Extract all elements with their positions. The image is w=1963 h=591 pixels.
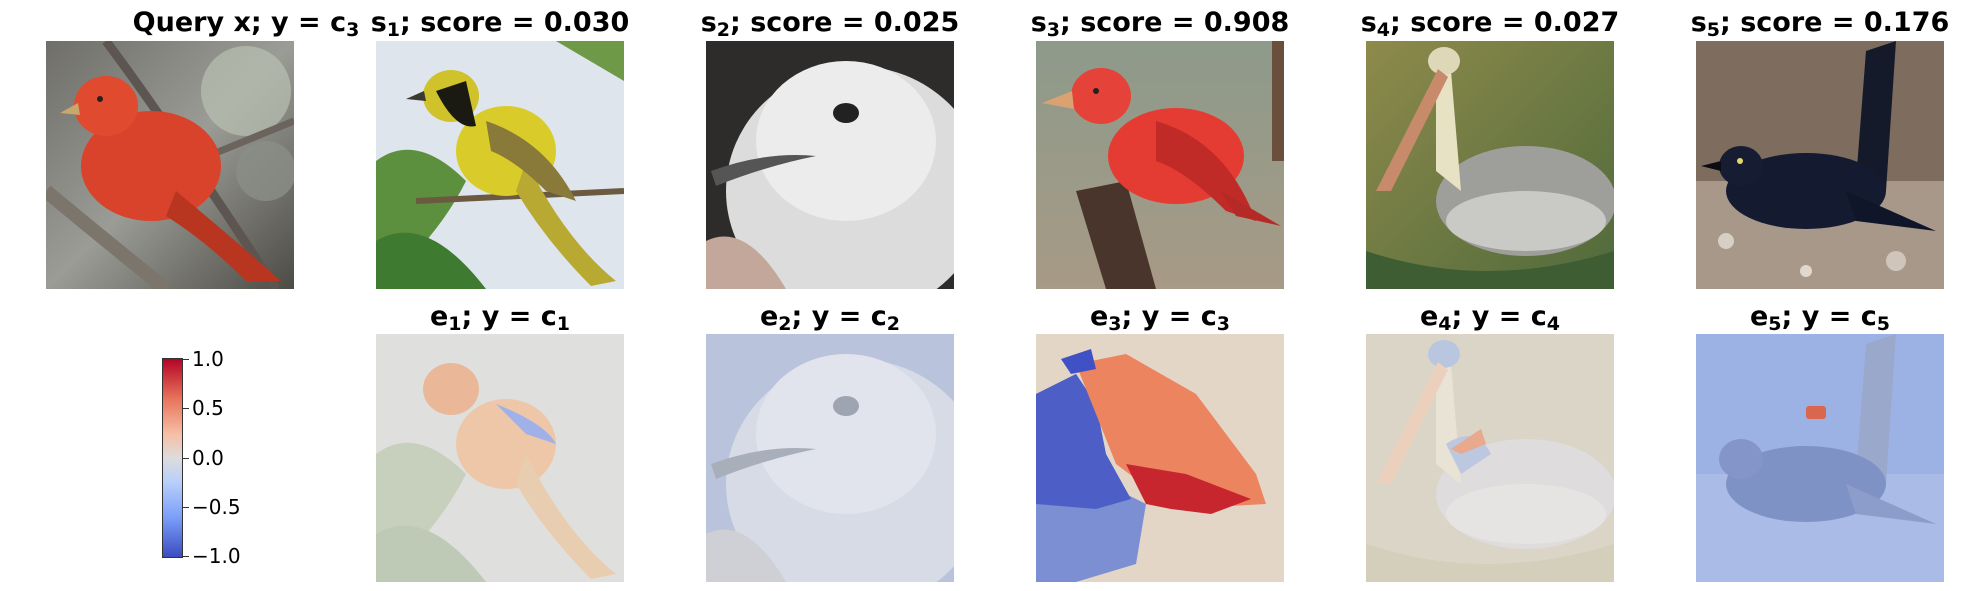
explanation-image-5 <box>1696 334 1944 582</box>
explanation-image-1 <box>376 334 624 582</box>
expl-label-sub: 4 <box>1438 313 1452 335</box>
colorbar: 1.0 0.5 0.0 −0.5 −1.0 <box>158 349 268 566</box>
support-label-sub: 3 <box>1046 19 1061 41</box>
colorbar-tick <box>183 408 189 409</box>
support-label: s <box>1030 7 1047 38</box>
support-label-sub: 1 <box>386 19 401 41</box>
explanation-image-2 <box>706 334 954 582</box>
support-image-5 <box>1696 41 1944 289</box>
support-image-4 <box>1366 41 1614 289</box>
support-title-4: s4; score = 0.027 <box>1340 6 1640 40</box>
colorbar-gradient <box>162 358 183 558</box>
expl-label: e <box>759 301 779 332</box>
colorbar-tick-label: −0.5 <box>192 495 241 519</box>
expl-class-sub: 5 <box>1876 313 1891 335</box>
query-title-eq: = <box>288 7 331 38</box>
support-title-3: s3; score = 0.908 <box>1010 6 1310 40</box>
colorbar-tick-label: 1.0 <box>192 347 224 371</box>
expl-mid: ; y = <box>1121 301 1201 332</box>
expl-label-sub: 1 <box>448 313 462 335</box>
expl-class: c <box>1200 301 1217 332</box>
support-score: ; score = 0.908 <box>1060 7 1290 38</box>
query-class-sub: 3 <box>346 19 360 41</box>
expl-class: c <box>540 301 557 332</box>
support-score: ; score = 0.176 <box>1720 7 1950 38</box>
expl-label: e <box>1419 301 1439 332</box>
colorbar-tick <box>183 458 189 459</box>
colorbar-tick <box>183 507 189 508</box>
query-image <box>46 41 294 289</box>
colorbar-tick-label: −1.0 <box>192 544 241 568</box>
query-title: Query x; y = c3 <box>96 6 396 40</box>
colorbar-tick-label: 0.0 <box>192 446 224 470</box>
support-title-1: s1; score = 0.030 <box>350 6 650 40</box>
support-title-2: s2; score = 0.025 <box>680 6 980 40</box>
expl-class-sub: 1 <box>556 313 571 335</box>
explanation-image-3 <box>1036 334 1284 582</box>
colorbar-tick <box>183 359 189 360</box>
query-title-text: Query x; y <box>132 7 289 38</box>
expl-label: e <box>1089 301 1109 332</box>
query-class-letter: c <box>330 7 347 38</box>
expl-class: c <box>1860 301 1877 332</box>
support-label: s <box>1360 7 1377 38</box>
expl-class: c <box>870 301 887 332</box>
support-image-2 <box>706 41 954 289</box>
support-label-sub: 2 <box>716 19 731 41</box>
support-image-3 <box>1036 41 1284 289</box>
support-label-sub: 4 <box>1376 19 1391 41</box>
expl-mid: ; y = <box>1451 301 1531 332</box>
expl-label-sub: 5 <box>1768 313 1782 335</box>
expl-class-sub: 2 <box>886 313 901 335</box>
support-label: s <box>700 7 717 38</box>
explanation-title-1: e1; y = c1 <box>350 300 650 334</box>
support-label: s <box>370 7 387 38</box>
explanation-image-4 <box>1366 334 1614 582</box>
expl-mid: ; y = <box>791 301 871 332</box>
support-title-5: s5; score = 0.176 <box>1670 6 1963 40</box>
support-score: ; score = 0.027 <box>1390 7 1620 38</box>
expl-class-sub: 3 <box>1216 313 1231 335</box>
support-score: ; score = 0.030 <box>400 7 630 38</box>
explanation-title-5: e5; y = c5 <box>1670 300 1963 334</box>
support-score: ; score = 0.025 <box>730 7 960 38</box>
expl-label-sub: 2 <box>778 313 792 335</box>
expl-class-sub: 4 <box>1546 313 1561 335</box>
expl-mid: ; y = <box>1781 301 1861 332</box>
expl-label: e <box>1749 301 1769 332</box>
explanation-title-4: e4; y = c4 <box>1340 300 1640 334</box>
expl-label: e <box>429 301 449 332</box>
expl-label-sub: 3 <box>1108 313 1122 335</box>
expl-class: c <box>1530 301 1547 332</box>
colorbar-tick-label: 0.5 <box>192 396 224 420</box>
support-label-sub: 5 <box>1706 19 1721 41</box>
explanation-title-2: e2; y = c2 <box>680 300 980 334</box>
colorbar-tick <box>183 556 189 557</box>
support-label: s <box>1690 7 1707 38</box>
explanation-title-3: e3; y = c3 <box>1010 300 1310 334</box>
expl-mid: ; y = <box>461 301 541 332</box>
support-image-1 <box>376 41 624 289</box>
